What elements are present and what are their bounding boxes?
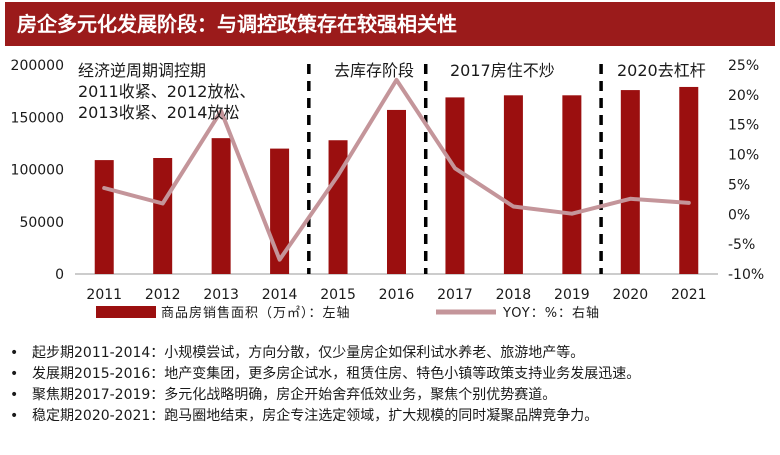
- x-tick-label: 2017: [437, 287, 473, 303]
- bar: [328, 140, 348, 274]
- x-tick-label: 2012: [145, 287, 181, 303]
- bar: [445, 97, 465, 274]
- period-annotation: 2017房住不炒: [450, 61, 555, 80]
- bar: [211, 138, 231, 274]
- bar: [679, 86, 699, 274]
- y-left-tick-label: 50000: [19, 215, 64, 231]
- x-tick-label: 2016: [379, 287, 415, 303]
- note-text: 起步期2011-2014：小规模尝试，方向分散，仅少量房企如保利试水养老、旅游地…: [32, 345, 585, 361]
- note-text: 发展期2015-2016：地产变集团，更多房企试水，租赁住房、特色小镇等政策支持…: [32, 366, 641, 382]
- bar: [94, 160, 114, 274]
- note-item: • 稳定期2020-2021：跑马圈地结束，房企专注选定领域，扩大规模的同时凝聚…: [8, 407, 774, 426]
- y-left-tick-label: 100000: [11, 163, 64, 179]
- y-left-tick-label: 0: [55, 267, 64, 283]
- bullet-dot: •: [10, 345, 19, 361]
- y-right-tick-label: 15%: [728, 118, 759, 134]
- y-right-tick-label: 20%: [728, 88, 759, 104]
- note-text: 聚焦期2017-2019：多元化战略明确，房企开始舍弃低效业务，聚焦个别优势赛道…: [32, 387, 557, 403]
- bar: [562, 95, 582, 275]
- x-tick-label: 2011: [86, 287, 122, 303]
- period-annotation: 经济逆周期调控期: [78, 61, 206, 80]
- legend-line-label: YOY：%：右轴: [502, 306, 600, 321]
- x-tick-label: 2020: [612, 287, 648, 303]
- bar: [153, 158, 173, 274]
- x-tick-label: 2021: [671, 287, 707, 303]
- y-right-tick-label: 5%: [728, 177, 750, 193]
- x-tick-label: 2015: [320, 287, 356, 303]
- bar: [503, 95, 523, 275]
- y-left-tick-label: 150000: [11, 110, 64, 126]
- chart-title: 房企多元化发展阶段：与调控政策存在较强相关性: [5, 2, 775, 46]
- x-tick-label: 2018: [496, 287, 532, 303]
- bullet-dot: •: [10, 408, 19, 424]
- note-item: • 发展期2015-2016：地产变集团，更多房企试水，租赁住房、特色小镇等政策…: [8, 365, 774, 384]
- bullet-dot: •: [10, 366, 19, 382]
- legend-bar-swatch: [96, 306, 156, 318]
- y-right-tick-label: -5%: [728, 237, 755, 253]
- bullet-dot: •: [10, 387, 19, 403]
- bar: [620, 90, 640, 274]
- x-tick-label: 2019: [554, 287, 590, 303]
- period-annotation: 2011收紧、2012放松、: [78, 82, 255, 101]
- x-tick-label: 2014: [262, 287, 298, 303]
- y-right-tick-label: 10%: [728, 148, 759, 164]
- bar: [387, 109, 406, 274]
- period-annotation: 2013收紧、2014放松: [78, 103, 239, 122]
- y-right-tick-label: -10%: [728, 267, 764, 283]
- period-annotation: 去库存阶段: [334, 61, 414, 80]
- y-right-tick-label: 0%: [728, 207, 750, 223]
- note-item: • 起步期2011-2014：小规模尝试，方向分散，仅少量房企如保利试水养老、旅…: [8, 344, 774, 363]
- chart-area: 0 50000 100000 150000 200000 -10% -5% 0% 5% 10% 15…: [11, 58, 765, 321]
- notes-list: • 起步期2011-2014：小规模尝试，方向分散，仅少量房企如保利试水养老、旅…: [8, 344, 774, 428]
- x-tick-label: 2013: [203, 287, 239, 303]
- period-annotation: 2020去杠杆: [617, 61, 706, 80]
- yoy-line: [102, 77, 691, 262]
- note-item: • 聚焦期2017-2019：多元化战略明确，房企开始舍弃低效业务，聚焦个别优势…: [8, 386, 774, 405]
- y-left-tick-label: 200000: [11, 58, 64, 74]
- legend-bar-label: 商品房销售面积（万㎡）：左轴: [161, 305, 351, 321]
- y-right-tick-label: 25%: [728, 58, 759, 74]
- note-text: 稳定期2020-2021：跑马圈地结束，房企专注选定领域，扩大规模的同时凝聚品牌…: [32, 408, 599, 424]
